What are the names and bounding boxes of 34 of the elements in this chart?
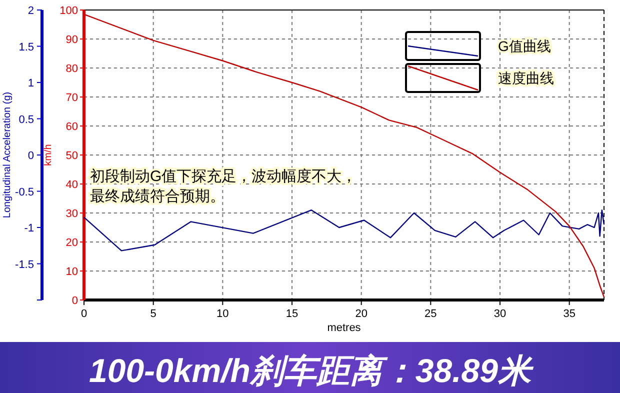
x-tick-label: 5: [150, 308, 156, 320]
y2-tick-label: 2: [28, 5, 34, 17]
y2-tick-label: -0.5: [15, 186, 34, 198]
y2-tick-label: 0.5: [18, 114, 34, 126]
y2-axis-title: Longitudinal Acceleration (g): [2, 92, 13, 218]
y2-tick-label: -1: [24, 222, 34, 234]
legend-label: G值曲线: [498, 38, 551, 54]
legend-label: 速度曲线: [498, 70, 554, 86]
y-tick-label: 50: [66, 150, 78, 162]
y-tick-label: 70: [66, 92, 78, 104]
y-axis-title: km/h: [43, 144, 54, 166]
y-tick-label: 10: [66, 266, 78, 278]
x-axis-title: metres: [327, 322, 362, 334]
x-tick-label: 20: [355, 308, 368, 320]
x-tick-label: 25: [424, 308, 437, 320]
text: 100-0km/h刹车距离：38.89米: [88, 352, 534, 389]
y2-tick-label: -1.5: [15, 258, 34, 271]
x-tick-label: 0: [80, 308, 88, 320]
y-tick-label: 80: [66, 63, 78, 75]
y-tick-label: 40: [66, 179, 78, 191]
x-tick-label: 10: [216, 308, 229, 320]
y-tick-label: 90: [66, 34, 78, 46]
x-tick-label: 30: [494, 308, 506, 320]
y-tick-label: 20: [66, 237, 78, 249]
y-tick-label: 0: [72, 295, 78, 307]
y2-tick-label: 1.5: [18, 41, 34, 54]
y2-tick-label: 1: [28, 78, 34, 90]
annotation: 初段制动G值下探充足，波动幅度不大，最终成绩符合预期。: [90, 168, 357, 206]
y2-tick-label: 0: [28, 150, 34, 162]
x-tick-label: 15: [286, 308, 298, 320]
y-tick-label: 60: [66, 121, 78, 133]
x-tick-label: 35: [563, 308, 576, 320]
y-tick-label: 30: [66, 208, 78, 220]
y-tick-label: 100: [60, 5, 78, 17]
